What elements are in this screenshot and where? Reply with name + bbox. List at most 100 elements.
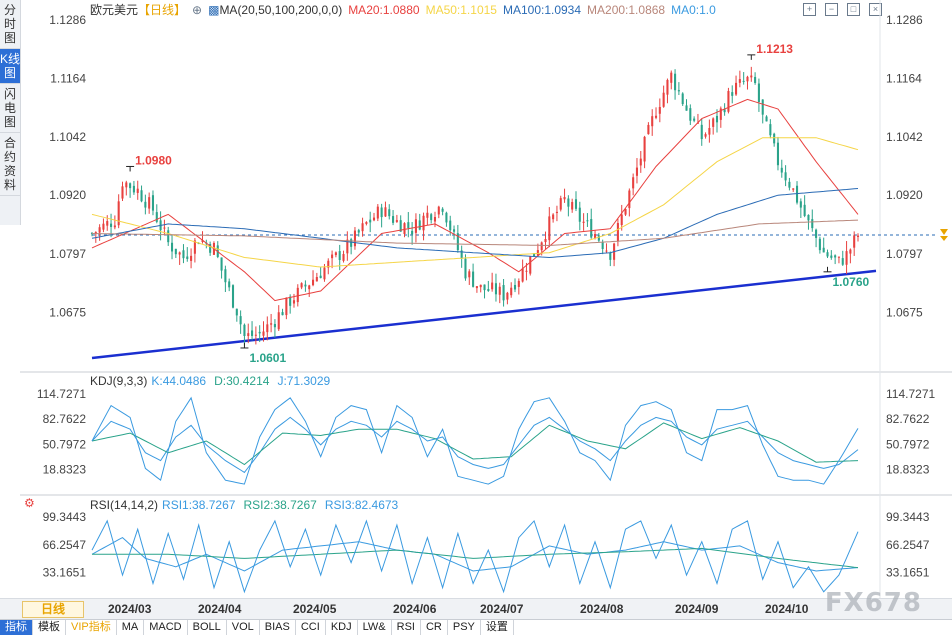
indicator-tab[interactable]: BOLL: [188, 620, 227, 635]
zoom-out-icon[interactable]: −: [825, 3, 838, 16]
indicator-tab[interactable]: RSI: [392, 620, 421, 635]
close-icon[interactable]: ×: [869, 3, 882, 16]
candle-body: [525, 270, 528, 272]
candle-body: [651, 116, 654, 127]
y-tick-label: 1.1286: [886, 13, 923, 27]
y-tick-label: 1.1286: [49, 13, 86, 27]
period-day-button[interactable]: 日线: [22, 601, 84, 618]
candle-body: [231, 285, 235, 308]
candle-body: [693, 118, 696, 121]
candle-body: [468, 271, 471, 278]
candle-body: [369, 219, 372, 223]
indicator-tab[interactable]: 设置: [481, 620, 514, 635]
tab-time-sharing[interactable]: 分时图: [0, 0, 20, 49]
candle-body: [334, 252, 337, 256]
candle-body: [464, 258, 467, 279]
period-label[interactable]: 【日线】: [138, 3, 187, 17]
expand-icon[interactable]: □: [847, 3, 860, 16]
indicator-tab[interactable]: MA: [117, 620, 145, 635]
indicator-tab[interactable]: LW&: [358, 620, 392, 635]
candle-body: [193, 240, 196, 254]
candle-body: [795, 185, 799, 203]
ma-line-ma20: [91, 98, 859, 302]
candle-body: [144, 201, 147, 208]
candle-body: [460, 250, 463, 259]
candle-body: [723, 109, 726, 113]
candle-body: [807, 214, 810, 221]
chart-canvas[interactable]: 1.1286 1.1286 1.1164 1.1164 1.1042 1.1042 1.09…: [0, 0, 952, 598]
candle-body: [700, 124, 703, 140]
candle-body: [426, 212, 429, 218]
x-tick-label: 2024/06: [393, 602, 437, 616]
candle-body: [277, 312, 280, 330]
candle-body: [98, 227, 101, 233]
tab-flash-chart[interactable]: 闪电图: [0, 84, 20, 133]
indicator-tab[interactable]: PSY: [448, 620, 481, 635]
candle-body: [106, 221, 109, 226]
y-tick-label: 99.3443: [886, 510, 930, 524]
candle-body: [571, 202, 574, 210]
indicator-tab[interactable]: CCI: [296, 620, 326, 635]
support-trendline: [91, 269, 877, 360]
candle-body: [140, 190, 143, 202]
ma-value: MA20:1.0880: [348, 3, 420, 17]
indicator-tab[interactable]: 模板: [33, 620, 66, 635]
candle-body: [689, 108, 692, 121]
tab-kline[interactable]: K线图: [0, 49, 20, 84]
ma-value: MA100:1.0934: [502, 3, 582, 17]
indicator-tab[interactable]: VIP指标: [66, 620, 117, 635]
rsi-settings-icon[interactable]: ⚙: [24, 496, 35, 510]
candle-body: [327, 260, 330, 268]
kdj-legend: KDJ(9,3,3) K:44.0486 D:30.4214 J:71.3029: [90, 374, 346, 388]
x-tick-label: 2024/07: [480, 602, 524, 616]
candle-body: [258, 331, 261, 334]
indicator-tab[interactable]: KDJ: [326, 620, 358, 635]
candle-body: [601, 242, 604, 249]
candle-body: [536, 250, 539, 256]
instrument-name: 欧元美元: [90, 3, 139, 17]
candle-body: [475, 286, 478, 289]
candle-body: [769, 124, 772, 136]
candle-body: [239, 316, 242, 325]
y-tick-label: 33.1651: [43, 565, 87, 579]
indicator-tab[interactable]: MACD: [144, 620, 188, 635]
candle-body: [243, 324, 246, 337]
candle-body: [654, 115, 658, 118]
indicator-tab[interactable]: 指标: [0, 620, 33, 635]
zoom-in-icon[interactable]: +: [803, 3, 816, 16]
candle-body: [494, 283, 498, 295]
y-tick-label: 1.0675: [886, 306, 923, 320]
x-tick-label: 2024/04: [198, 602, 242, 616]
candle-body: [559, 198, 562, 210]
candle-body: [742, 80, 745, 82]
indicator-tab[interactable]: VOL: [227, 620, 260, 635]
candle-body: [529, 256, 532, 274]
tab-contract-info[interactable]: 合约资料: [0, 133, 20, 196]
indicator-tab[interactable]: CR: [421, 620, 448, 635]
y-tick-label: 1.1042: [886, 130, 923, 144]
candle-body: [456, 233, 459, 251]
candle-body: [582, 221, 585, 223]
ma-line-ma200: [91, 219, 859, 247]
candle-body: [632, 177, 635, 189]
candle-body: [674, 73, 677, 91]
candle-body: [738, 79, 741, 83]
candle-body: [311, 279, 315, 286]
candle-body: [155, 212, 158, 222]
candle-body: [113, 225, 116, 228]
candle-body: [822, 247, 825, 253]
y-tick-label: 18.8323: [43, 462, 87, 476]
candle-body: [498, 286, 501, 295]
y-tick-label: 114.7271: [886, 387, 935, 401]
candle-body: [834, 255, 837, 258]
candle-body: [395, 220, 398, 222]
candle-body: [605, 250, 608, 252]
ma-toggle-icon[interactable]: ⊕: [192, 3, 203, 17]
indicator-tab[interactable]: BIAS: [260, 620, 296, 635]
candle-body: [323, 267, 326, 280]
candle-body: [376, 206, 379, 219]
y-tick-label: 1.0797: [49, 247, 86, 261]
side-tabs: 分时图 K线图 闪电图 合约资料: [0, 0, 21, 225]
x-tick-label: 2024/09: [675, 602, 719, 616]
candle-body: [209, 244, 212, 253]
